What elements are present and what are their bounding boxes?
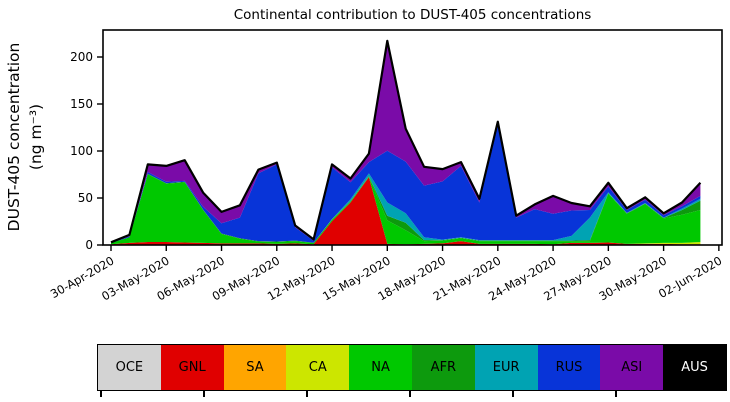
y-tick-label: 100 [70,144,93,158]
legend-tick-mark [512,390,514,397]
y-tick-label: 0 [85,238,93,252]
y-tick-label: 50 [78,191,93,205]
legend-tick-mark [203,390,205,397]
y-tick-label: 150 [70,97,93,111]
area-series-afr [111,173,701,243]
legend-cell-ca: CA [286,345,350,390]
y-tick-label: 200 [70,50,93,64]
area-series-rus [111,125,701,243]
chart-title: Continental contribution to DUST-405 con… [233,7,592,23]
legend-bar: OCE GNL SA CA NA AFR EUR RUS ASI AUS [97,344,727,391]
legend-cell-gnl: GNL [160,345,224,390]
x-tick-label: 02-Jun-2020 [656,253,724,301]
legend-cell-asi: ASI [600,345,664,390]
area-series-asi [111,40,701,243]
legend-cell-na: NA [349,345,412,390]
legend-cell-eur: EUR [474,345,538,390]
legend-cell-afr: AFR [411,345,475,390]
legend-tick-mark [306,390,308,397]
area-series-na [111,174,701,245]
legend-cell-rus: RUS [537,345,601,390]
legend-tick-mark [409,390,411,397]
axes-frame [102,29,723,246]
legend-tick-mark [615,390,617,397]
total-outline [110,39,702,244]
legend-cell-aus: AUS [663,345,726,390]
legend-cell-oce: OCE [98,345,161,390]
legend-cell-sa: SA [223,345,287,390]
legend-tick-mark [100,390,102,397]
